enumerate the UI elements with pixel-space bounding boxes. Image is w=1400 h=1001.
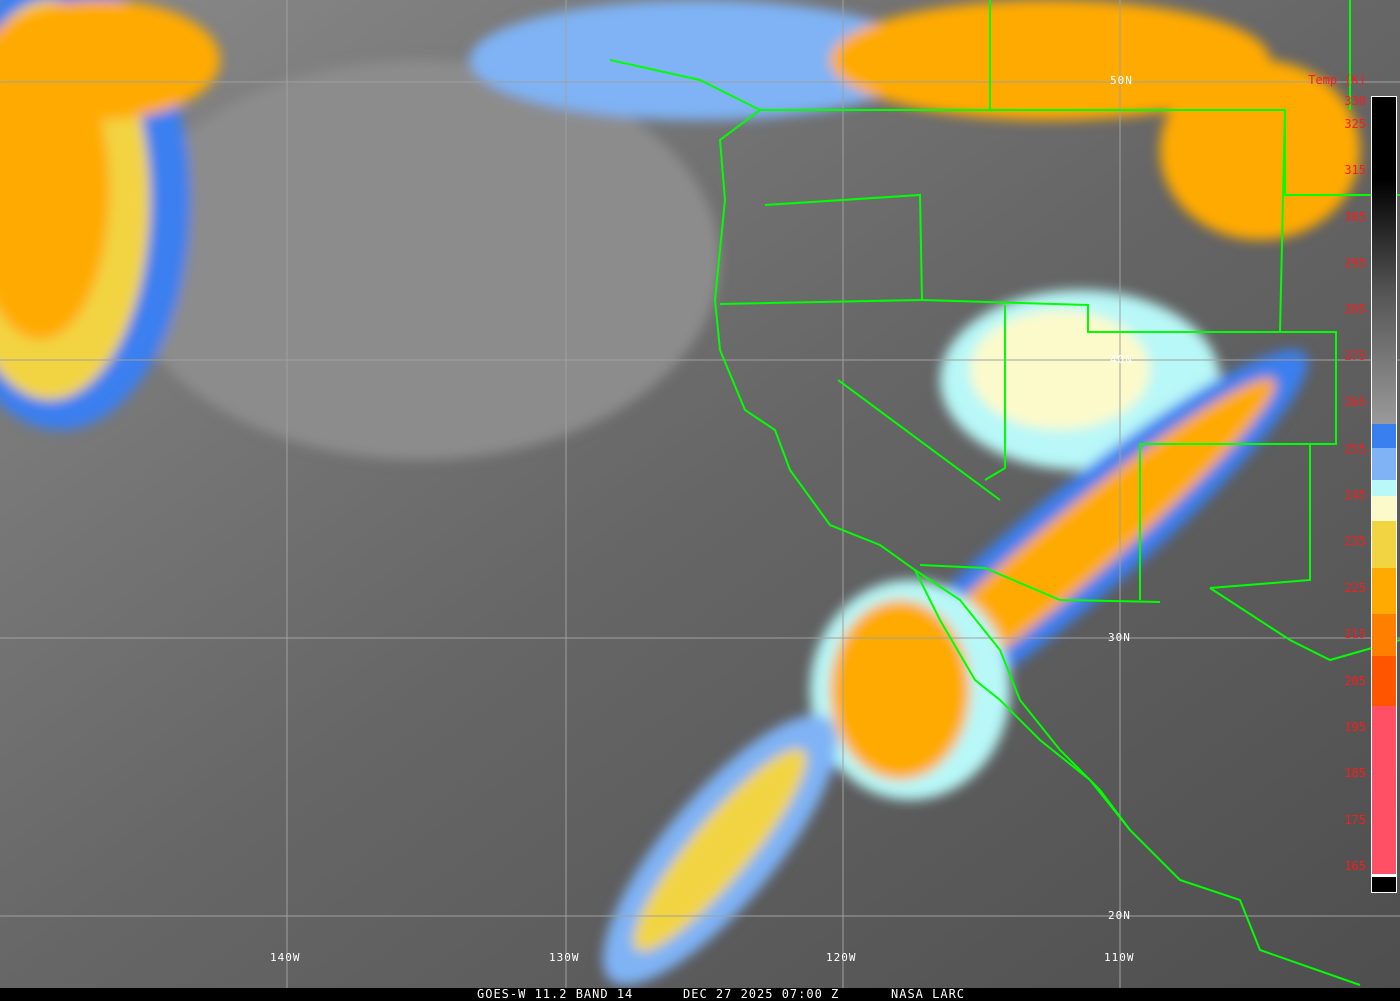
lat-label-20n: 20N — [1108, 909, 1131, 922]
lon-label-120w: 120W — [826, 951, 857, 964]
caption-bar: GOES-W 11.2 BAND 14 DEC 27 2025 07:00 Z … — [0, 988, 1400, 1000]
data-source: NASA LARC — [891, 987, 966, 1001]
legend-tick-label: 285 — [1344, 302, 1366, 316]
lon-label-110w: 110W — [1104, 951, 1135, 964]
legend-tick-label: 315 — [1344, 163, 1366, 177]
legend-tick-label: 215 — [1344, 627, 1366, 641]
legend-tick-label: 325 — [1344, 117, 1366, 131]
legend-tick-label: 255 — [1344, 442, 1366, 456]
lat-label-30n: 30N — [1108, 631, 1131, 644]
legend-tick-label: 245 — [1344, 488, 1366, 502]
legend-tick-label: 330 — [1344, 94, 1366, 108]
lat-label-50n: 50N — [1110, 74, 1133, 87]
lat-label-40n: 40N — [1110, 353, 1133, 366]
legend-tick-label: 175 — [1344, 813, 1366, 827]
legend-tick-label: 265 — [1344, 395, 1366, 409]
legend-tick-label: 225 — [1344, 581, 1366, 595]
temperature-colorbar — [1371, 96, 1397, 893]
legend-tick-label: 195 — [1344, 720, 1366, 734]
satellite-band: GOES-W 11.2 BAND 14 — [477, 987, 634, 1001]
legend-title: Temp [K] — [1308, 73, 1366, 87]
legend-tick-label: 295 — [1344, 256, 1366, 270]
legend-tick-label: 185 — [1344, 766, 1366, 780]
lon-label-130w: 130W — [549, 951, 580, 964]
timestamp: DEC 27 2025 07:00 Z — [683, 987, 840, 1001]
legend-tick-label: 165 — [1344, 859, 1366, 873]
lon-label-140w: 140W — [270, 951, 301, 964]
legend-tick-label: 305 — [1344, 210, 1366, 224]
legend-tick-label: 205 — [1344, 674, 1366, 688]
legend-tick-label: 275 — [1344, 349, 1366, 363]
coastlines-borders — [609, 0, 1400, 986]
legend-tick-label: 235 — [1344, 534, 1366, 548]
